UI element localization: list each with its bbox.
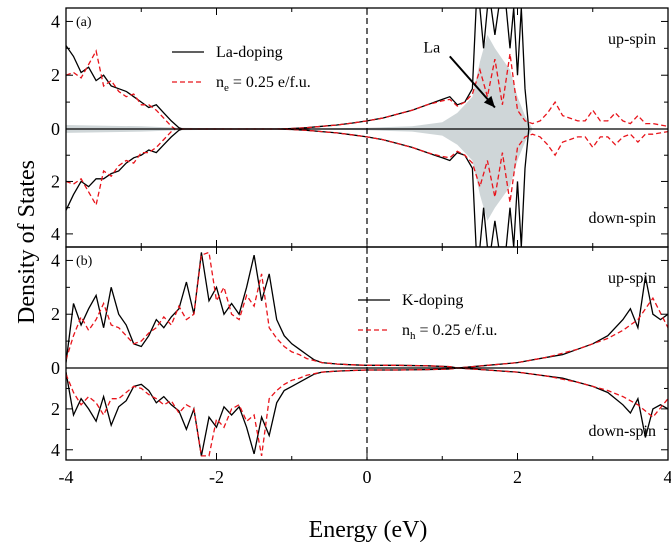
series-line-dashed-down-spin: [66, 128, 668, 207]
up-spin-label: up-spin: [608, 270, 656, 287]
down-spin-label: down-spin: [588, 423, 656, 440]
panel-frame: [65, 246, 669, 461]
la-arrow-shaft: [449, 55, 496, 109]
legend-label-rest: = 0.25 e/f.u.: [416, 322, 498, 339]
y-tick-label: 2: [51, 304, 60, 324]
x-axis-title: Energy (eV): [309, 517, 428, 542]
series-line-solid-down-spin: [66, 367, 668, 457]
y-tick-label: 4: [51, 11, 60, 31]
y-tick-label: 2: [51, 65, 60, 85]
legend-label-sub: h: [410, 330, 416, 342]
panel-label: (a): [76, 15, 92, 30]
x-tick-label: -2: [209, 467, 224, 487]
la-partial-dos-shade: [66, 34, 533, 221]
y-tick-label: 2: [51, 171, 60, 191]
la-arrow-label: La: [423, 39, 440, 56]
x-tick-label: -4: [59, 467, 74, 487]
legend-entry-label: nh = 0.25 e/f.u.: [402, 322, 497, 342]
down-spin-label: down-spin: [588, 210, 656, 227]
legend-entry-label: La-doping: [216, 44, 283, 61]
legend-label-rest: = 0.25 e/f.u.: [229, 74, 311, 91]
series-line-solid-up-spin: [66, 252, 668, 369]
y-tick-label: 0: [51, 358, 60, 378]
legend-label-sub: e: [224, 82, 229, 94]
x-tick-label: 0: [363, 467, 372, 487]
series-line-dashed-up-spin: [66, 251, 668, 369]
y-tick-label: 4: [51, 250, 60, 270]
la-arrow-head: [483, 95, 495, 108]
series-line-dashed-down-spin: [66, 367, 668, 457]
legend-entry-label: ne = 0.25 e/f.u.: [216, 74, 311, 94]
x-tick-label: 2: [513, 467, 522, 487]
y-tick-label: 2: [51, 399, 60, 419]
legend-label-main: n: [402, 322, 410, 339]
up-spin-label: up-spin: [608, 31, 656, 48]
y-tick-label: 4: [51, 224, 60, 244]
y-tick-label: 4: [51, 440, 60, 460]
y-axis-title: Density of States: [14, 160, 40, 324]
panel-label: (b): [76, 254, 93, 269]
x-tick-label: 4: [664, 467, 671, 487]
series-line-dashed-up-spin: [66, 49, 668, 130]
y-tick-label: 0: [51, 119, 60, 139]
legend-label-main: n: [216, 74, 224, 91]
legend-entry-label: K-doping: [402, 292, 463, 309]
